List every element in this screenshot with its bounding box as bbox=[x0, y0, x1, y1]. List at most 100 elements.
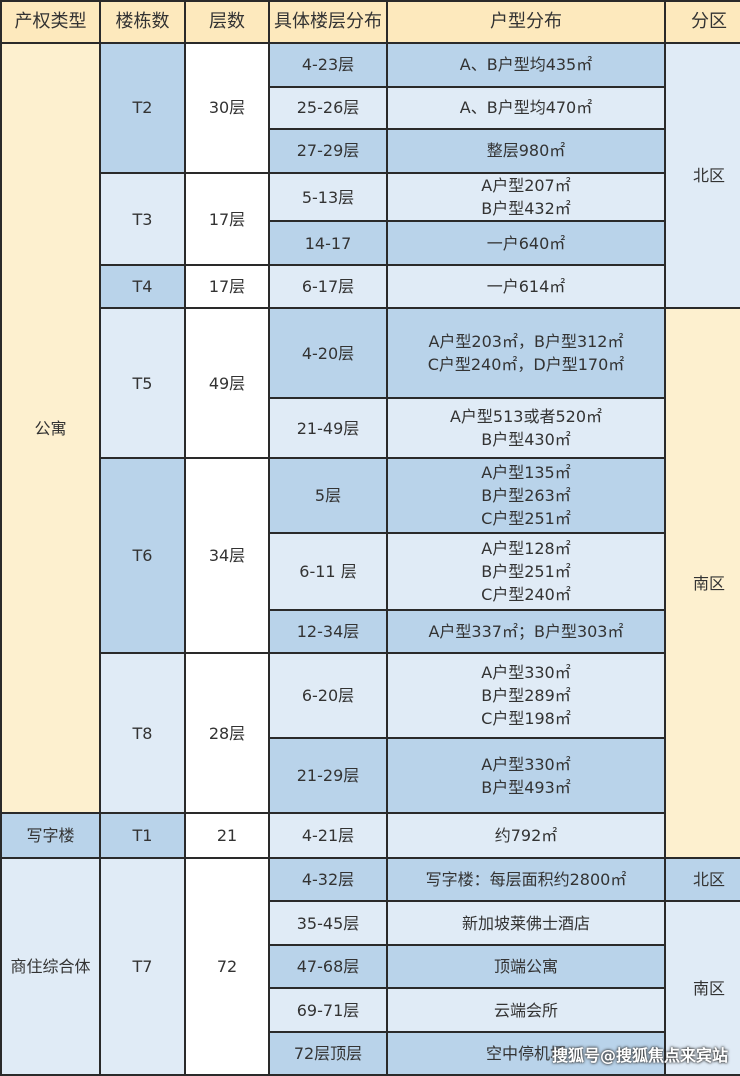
layout-line: A户型330㎡ bbox=[481, 663, 571, 683]
table-row: T3 17层 5-13层 A户型207㎡ B户型432㎡ bbox=[1, 171, 740, 267]
layout-line: 约792㎡ bbox=[494, 826, 558, 846]
floor-count-cell: 28层 bbox=[184, 652, 270, 815]
layout-line: B户型251㎡ bbox=[481, 562, 571, 582]
zone-cell: 南区 bbox=[664, 900, 740, 1076]
layout-line: B户型430㎡ bbox=[481, 430, 571, 450]
layout-line: 顶端公寓 bbox=[493, 957, 558, 977]
layout-line: 写字楼：每层面积约2800㎡ bbox=[425, 870, 627, 890]
floor-range-cell: 35-45层 bbox=[268, 900, 388, 947]
layout-line: A户型135㎡ bbox=[481, 463, 571, 483]
table-row: 35-45层 新加坡莱佛士酒店 南区 bbox=[1, 900, 740, 1076]
floor-range-cell: 4-20层 bbox=[268, 307, 388, 400]
building-cell: T8 bbox=[99, 652, 186, 815]
layout-line: 新加坡莱佛士酒店 bbox=[461, 913, 590, 933]
table-row: T4 17层 6-17层 一户614㎡ bbox=[1, 264, 740, 310]
layout-line: B户型263㎡ bbox=[481, 486, 571, 506]
building-cell: T4 bbox=[99, 264, 186, 310]
column-header: 户型分布 bbox=[386, 0, 666, 44]
layout-line: A户型207㎡ bbox=[481, 176, 571, 195]
layout-line: C户型240㎡ bbox=[481, 585, 571, 605]
floor-count-cell: 34层 bbox=[184, 457, 270, 655]
table-row: 21-29层 A户型330㎡ B户型493㎡ bbox=[1, 737, 740, 815]
table-row: 12-34层 A户型337㎡；B户型303㎡ bbox=[1, 609, 740, 655]
layout-line: A户型337㎡；B户型303㎡ bbox=[428, 622, 624, 642]
floor-count-cell: 72 bbox=[184, 857, 270, 1076]
unit-layout-cell: 写字楼：每层面积约2800㎡ bbox=[386, 857, 666, 903]
layout-line: C户型251㎡ bbox=[481, 509, 571, 529]
floor-range-cell: 14-17 bbox=[268, 220, 388, 267]
table-row: 21-49层 A户型513或者520㎡ B户型430㎡ bbox=[1, 397, 740, 460]
layout-line: 整层980㎡ bbox=[486, 141, 566, 161]
floor-range-cell: 21-49层 bbox=[268, 397, 388, 460]
floor-count-cell: 21 bbox=[184, 812, 270, 860]
table-row: 27-29层 整层980㎡ bbox=[1, 128, 740, 174]
layout-line: A户型513或者520㎡ bbox=[449, 407, 603, 427]
floor-range-cell: 25-26层 bbox=[268, 86, 388, 130]
floor-range-cell: 12-34层 bbox=[268, 609, 388, 655]
floor-range-cell: 21-29层 bbox=[268, 737, 388, 815]
floor-range-cell: 69-71层 bbox=[268, 987, 388, 1034]
table-row: 47-68层 顶端公寓 bbox=[1, 944, 740, 990]
unit-layout-cell: A户型513或者520㎡ B户型430㎡ bbox=[386, 397, 666, 460]
table-row: T8 28层 6-20层 A户型330㎡ B户型289㎡ C户型198㎡ bbox=[1, 652, 740, 815]
unit-layout-cell: A户型135㎡ B户型263㎡ C户型251㎡ bbox=[386, 457, 666, 535]
table-row: T5 49层 4-20层 A户型203㎡，B户型312㎡ C户型240㎡，D户型170㎡… bbox=[1, 307, 740, 860]
layout-line: 空中停机坪 bbox=[485, 1044, 566, 1064]
table-header-row: 产权类型 楼栋数 层数 具体楼层分布 户型分布 分区 bbox=[0, 0, 740, 44]
unit-layout-cell: 顶端公寓 bbox=[386, 944, 666, 990]
zone-cell: 北区 bbox=[664, 41, 740, 310]
table-row: 14-17 一户640㎡ bbox=[1, 220, 740, 267]
building-cell: T7 bbox=[99, 857, 186, 1076]
unit-layout-cell: 一户614㎡ bbox=[386, 264, 666, 310]
building-cell: T5 bbox=[99, 307, 186, 460]
floor-range-cell: 4-21层 bbox=[268, 812, 388, 860]
unit-layout-cell: 一户640㎡ bbox=[386, 220, 666, 267]
layout-line: B户型289㎡ bbox=[481, 686, 571, 706]
building-cell: T1 bbox=[99, 812, 186, 860]
floor-range-cell: 6-20层 bbox=[268, 652, 388, 740]
layout-line: B户型432㎡ bbox=[481, 199, 571, 219]
unit-layout-cell: A、B户型均435㎡ bbox=[386, 42, 666, 88]
table-row: 25-26层 A、B户型均470㎡ bbox=[1, 86, 740, 130]
floor-range-cell: 72层顶层 bbox=[268, 1031, 388, 1076]
unit-layout-cell: 整层980㎡ bbox=[386, 128, 666, 174]
floor-range-cell: 4-23层 bbox=[268, 42, 388, 88]
unit-layout-cell: A户型337㎡；B户型303㎡ bbox=[386, 609, 666, 655]
column-header: 具体楼层分布 bbox=[268, 0, 388, 44]
floor-range-cell: 5层 bbox=[268, 457, 388, 535]
layout-line: A户型203㎡，B户型312㎡ bbox=[428, 332, 624, 352]
unit-layout-cell: A户型128㎡ B户型251㎡ C户型240㎡ bbox=[386, 532, 666, 612]
layout-line: A、B户型均470㎡ bbox=[459, 98, 593, 118]
unit-layout-cell: A、B户型均470㎡ bbox=[386, 86, 666, 130]
floor-range-cell: 6-17层 bbox=[268, 264, 388, 310]
property-type-cell: 商住综合体 bbox=[0, 857, 101, 1076]
column-header: 分区 bbox=[664, 0, 740, 44]
layout-line: A、B户型均435㎡ bbox=[459, 55, 593, 75]
unit-layout-cell: 新加坡莱佛士酒店 bbox=[386, 900, 666, 947]
floor-count-cell: 30层 bbox=[184, 42, 270, 174]
unit-layout-cell: A户型330㎡ B户型493㎡ bbox=[386, 737, 666, 815]
layout-line: A户型128㎡ bbox=[481, 539, 571, 559]
floor-range-cell: 5-13层 bbox=[268, 171, 388, 223]
unit-layout-cell: 约792㎡ bbox=[386, 812, 666, 860]
property-type-cell: 公寓 bbox=[0, 41, 101, 815]
layout-line: 云端会所 bbox=[493, 1000, 558, 1020]
floor-range-cell: 6-11 层 bbox=[268, 532, 388, 612]
unit-layout-cell: A户型207㎡ B户型432㎡ bbox=[386, 171, 666, 223]
table-row: T6 34层 5层 A户型135㎡ B户型263㎡ C户型251㎡ bbox=[1, 457, 740, 655]
building-cell: T2 bbox=[99, 42, 186, 174]
table-row: 公寓 T2 30层 4-23层 A、B户型均435㎡ 北区 bbox=[0, 41, 740, 815]
zone-cell: 北区 bbox=[664, 857, 740, 903]
layout-line: A户型330㎡ bbox=[481, 754, 571, 774]
layout-line: 一户614㎡ bbox=[486, 277, 566, 297]
table-row: 写字楼 T1 21 4-21层 约792㎡ bbox=[0, 812, 740, 860]
building-cell: T3 bbox=[99, 171, 186, 267]
floor-count-cell: 49层 bbox=[184, 307, 270, 460]
layout-line: C户型240㎡，D户型170㎡ bbox=[427, 355, 625, 375]
floor-count-cell: 17层 bbox=[184, 171, 270, 267]
property-type-cell: 写字楼 bbox=[0, 812, 101, 860]
unit-layout-cell: A户型203㎡，B户型312㎡ C户型240㎡，D户型170㎡ bbox=[386, 307, 666, 400]
column-header: 层数 bbox=[184, 0, 270, 44]
table-row: 6-11 层 A户型128㎡ B户型251㎡ C户型240㎡ bbox=[1, 532, 740, 612]
